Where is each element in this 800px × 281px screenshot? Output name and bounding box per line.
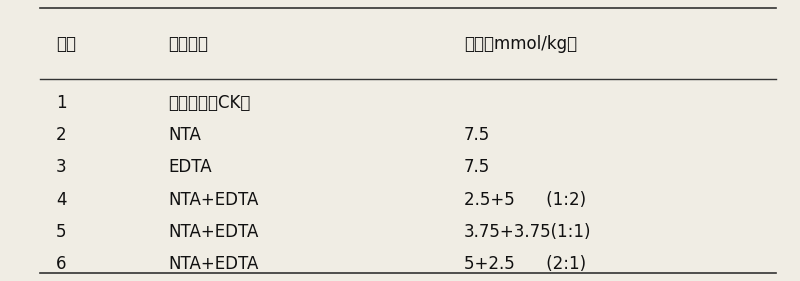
Text: NTA+EDTA: NTA+EDTA xyxy=(168,191,258,209)
Text: 3: 3 xyxy=(56,158,66,176)
Text: 7.5: 7.5 xyxy=(464,158,490,176)
Text: 4: 4 xyxy=(56,191,66,209)
Text: 2: 2 xyxy=(56,126,66,144)
Text: 施加方式: 施加方式 xyxy=(168,35,208,53)
Text: 1: 1 xyxy=(56,94,66,112)
Text: NTA: NTA xyxy=(168,126,201,144)
Text: NTA+EDTA: NTA+EDTA xyxy=(168,223,258,241)
Text: 6: 6 xyxy=(56,255,66,273)
Text: 空白对照（CK）: 空白对照（CK） xyxy=(168,94,250,112)
Text: NTA+EDTA: NTA+EDTA xyxy=(168,255,258,273)
Text: 2.5+5      (1:2): 2.5+5 (1:2) xyxy=(464,191,586,209)
Text: 处理: 处理 xyxy=(56,35,76,53)
Text: EDTA: EDTA xyxy=(168,158,212,176)
Text: 浓度（mmol/kg）: 浓度（mmol/kg） xyxy=(464,35,577,53)
Text: 7.5: 7.5 xyxy=(464,126,490,144)
Text: 5: 5 xyxy=(56,223,66,241)
Text: 3.75+3.75(1:1): 3.75+3.75(1:1) xyxy=(464,223,591,241)
Text: 5+2.5      (2:1): 5+2.5 (2:1) xyxy=(464,255,586,273)
